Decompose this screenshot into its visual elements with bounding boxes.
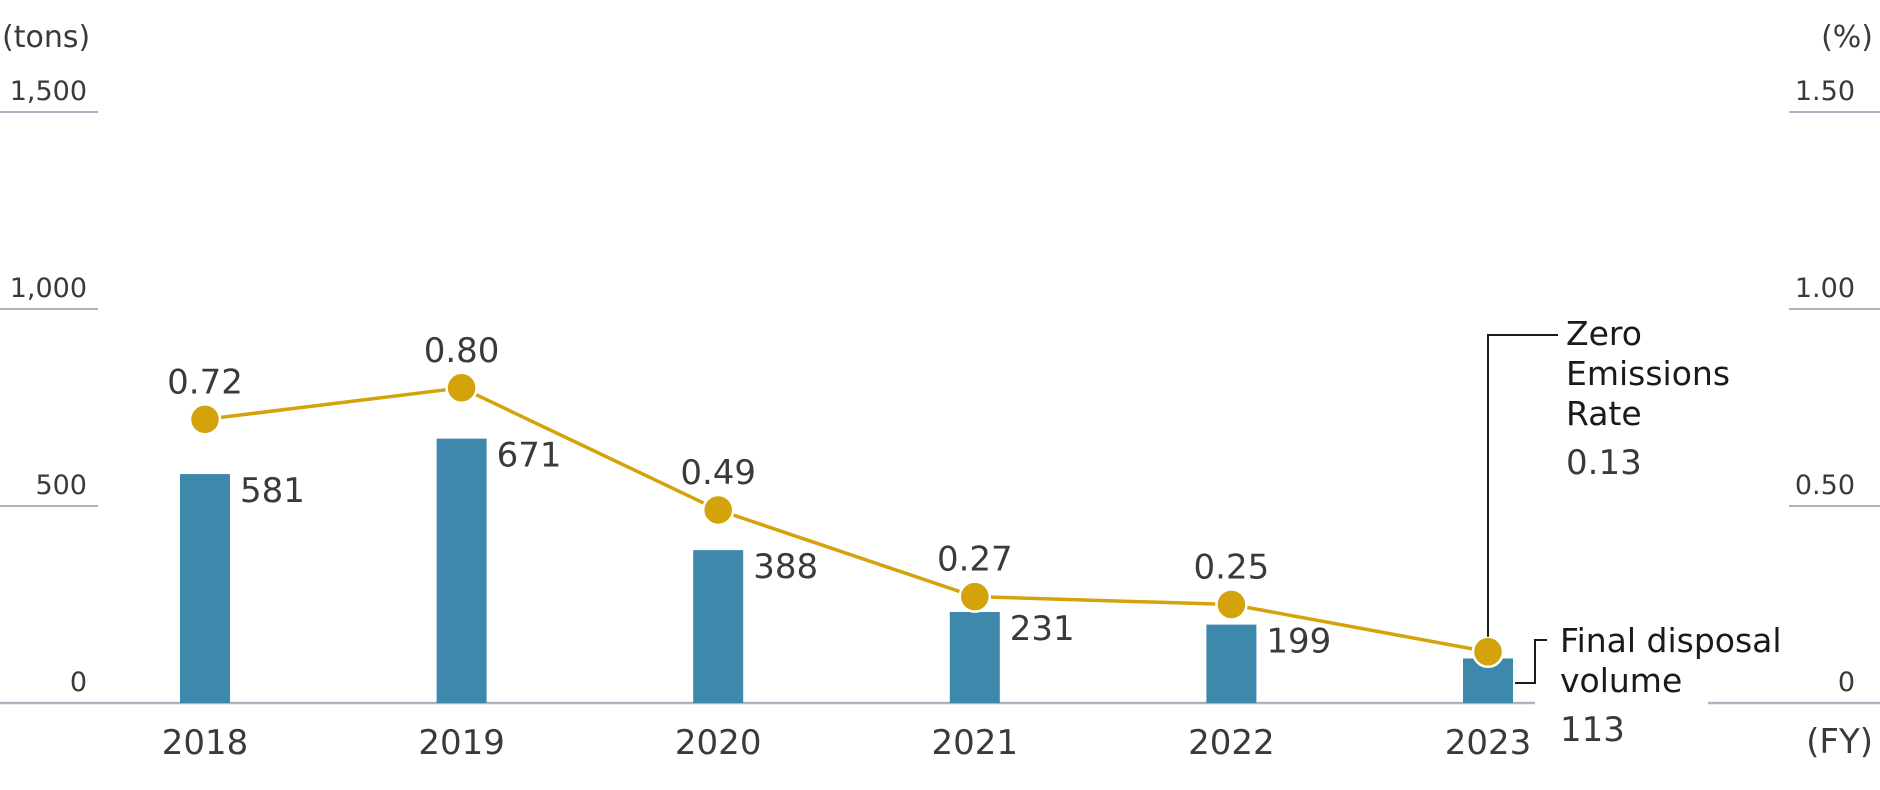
line-point xyxy=(701,493,735,527)
x-tick-label: 2019 xyxy=(418,723,505,763)
bar xyxy=(1206,624,1257,703)
legend-line-label: Emissions xyxy=(1566,354,1730,393)
x-unit: (FY) xyxy=(1806,722,1873,762)
legend-bar-label: volume xyxy=(1560,661,1682,700)
line-data-label: 0.49 xyxy=(680,453,756,493)
x-tick-label: 2021 xyxy=(932,723,1019,763)
line-point xyxy=(1471,635,1505,669)
bar-data-label: 671 xyxy=(497,436,562,476)
labels-layer: (tons) (%) (FY) 0 500 1,000 1,500 0 0.50 1.00 1… xyxy=(2,20,1873,763)
line-point xyxy=(958,580,992,613)
line-layer xyxy=(188,371,1505,669)
y-left-tick-label: 500 xyxy=(35,470,87,501)
line-data-label-last: 0.13 xyxy=(1566,443,1642,483)
legend-bar-label: Final disposal xyxy=(1560,621,1782,660)
axes-layer xyxy=(0,111,1880,705)
line-point xyxy=(1215,588,1248,621)
bars-layer xyxy=(180,438,1513,703)
bar-data-label-last: 113 xyxy=(1560,710,1625,750)
y-left-tick-label: 0 xyxy=(70,667,87,698)
line-callout-connector xyxy=(1487,334,1558,637)
bar xyxy=(436,438,487,703)
bar xyxy=(693,550,744,703)
legend-line-label: Rate xyxy=(1566,394,1642,433)
line-data-label: 0.25 xyxy=(1194,548,1270,588)
y-right-tick-label: 1.50 xyxy=(1795,76,1855,107)
bar-data-label: 199 xyxy=(1266,622,1331,662)
bar-data-label: 231 xyxy=(1010,609,1075,649)
bar-data-label: 581 xyxy=(240,471,305,511)
x-tick-label: 2018 xyxy=(162,723,249,763)
line-data-label: 0.80 xyxy=(424,331,500,371)
y-right-unit: (%) xyxy=(1821,20,1873,55)
line-data-label: 0.72 xyxy=(167,362,243,402)
legend-line-label: Zero xyxy=(1566,314,1642,353)
y-left-unit: (tons) xyxy=(2,20,90,55)
bar xyxy=(180,474,230,703)
x-tick-label: 2020 xyxy=(675,723,762,763)
line-point xyxy=(188,403,222,436)
bar-data-label: 388 xyxy=(753,547,818,587)
bar-callout-connector xyxy=(1515,639,1547,684)
x-tick-label: 2022 xyxy=(1188,723,1275,763)
line-series-path xyxy=(204,386,1489,654)
y-left-tick-label: 1,500 xyxy=(10,76,87,107)
line-point xyxy=(445,371,478,405)
y-left-tick-label: 1,000 xyxy=(10,273,87,304)
y-right-tick-label: 1.00 xyxy=(1795,273,1855,304)
x-tick-label: 2023 xyxy=(1445,723,1532,763)
y-right-tick-label: 0.50 xyxy=(1795,470,1855,501)
line-data-label: 0.27 xyxy=(937,540,1013,580)
bar xyxy=(949,611,1000,703)
y-right-tick-label: 0 xyxy=(1838,667,1855,698)
